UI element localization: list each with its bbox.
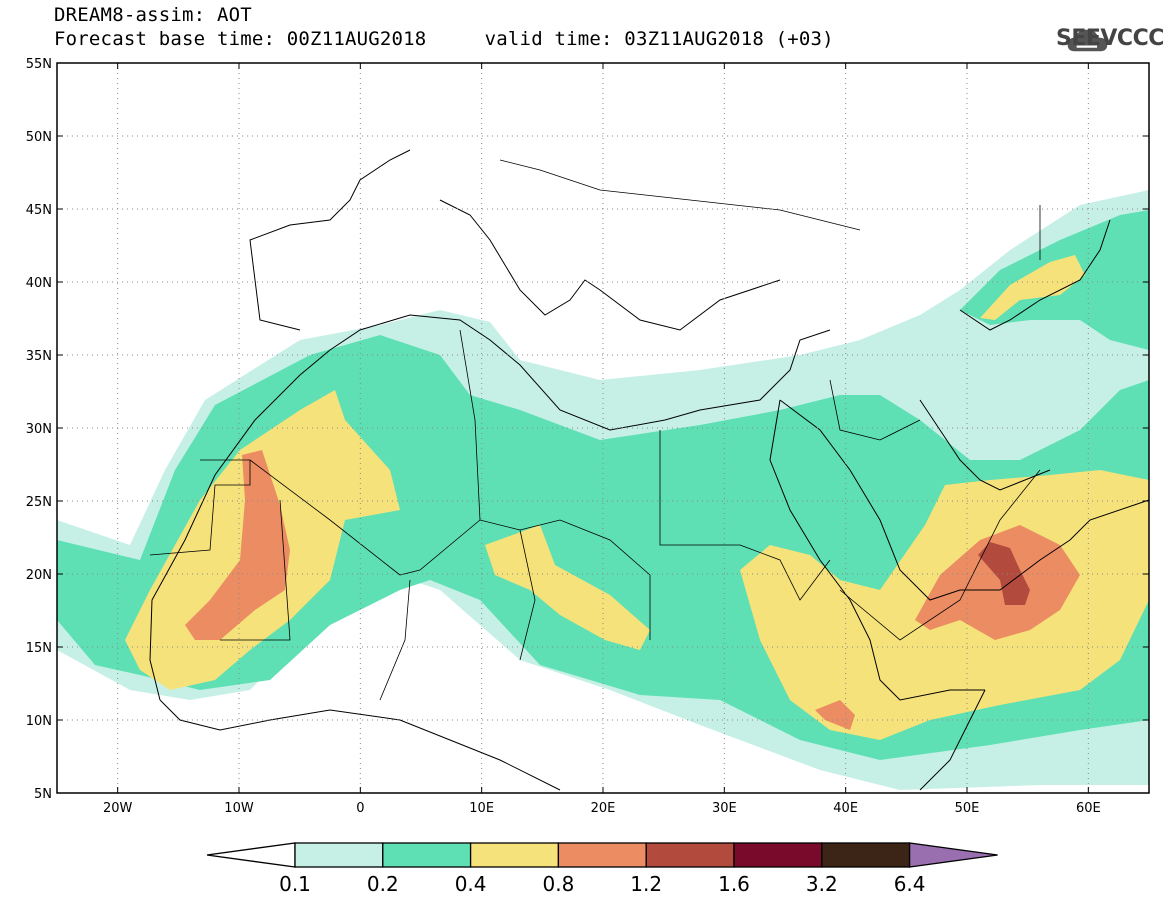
y-tick-label: 45N [26, 203, 52, 218]
colorbar-label: 0.4 [455, 872, 487, 896]
colorbar-arrow-low [206, 842, 296, 868]
y-tick-label: 40N [26, 276, 52, 291]
x-tick-label: 60E [1076, 801, 1101, 816]
map-subtitle: Forecast base time: 00Z11AUG2018 valid t… [54, 28, 834, 50]
y-tick-label: 30N [26, 422, 52, 437]
aot-contour-0.8-west [185, 450, 290, 640]
colorbar-segment [733, 842, 823, 868]
colorbar-label: 0.8 [542, 872, 574, 896]
colorbar-segment [821, 842, 911, 868]
map-title: DREAM8-assim: AOT [54, 4, 252, 26]
political-borders [149, 159, 1041, 701]
colorbar-segment [469, 842, 560, 868]
x-tick-label: 50E [955, 801, 980, 816]
aot-contour-0.8-east [915, 525, 1080, 640]
colorbar: 0.1 0.2 0.4 0.8 1.2 1.6 3.2 6.4 [206, 842, 998, 896]
aot-contour-0.8-ethiopia [815, 700, 855, 730]
colorbar-label: 1.6 [718, 872, 750, 896]
colorbar-segment [557, 842, 647, 868]
y-tick-label: 50N [26, 130, 52, 145]
colorbar-label: 0.1 [279, 872, 311, 896]
aot-contour-1.2-east [978, 542, 1030, 605]
colorbar-segment [294, 842, 384, 868]
y-tick-label: 15N [26, 641, 52, 656]
colorbar-segment [645, 842, 735, 868]
x-tick-label: 20E [591, 801, 616, 816]
colorbar-label: 3.2 [806, 872, 838, 896]
colorbar-label: 0.2 [367, 872, 399, 896]
y-tick-label: 5N [34, 787, 52, 802]
x-tick-label: 0 [356, 801, 364, 816]
cloud-logo-icon [1067, 29, 1108, 52]
y-tick-label: 20N [26, 568, 52, 583]
y-tick-label: 35N [26, 349, 52, 364]
aot-contour-0.4-caspian [980, 255, 1085, 320]
y-tick-label: 55N [26, 57, 52, 72]
x-tick-label: 40E [833, 801, 858, 816]
aot-field [57, 190, 1149, 790]
aot-contour-0.4-central [485, 525, 650, 650]
x-tick-label: 20W [103, 801, 133, 816]
y-tick-label: 25N [26, 495, 52, 510]
x-tick-label: 30E [712, 801, 737, 816]
logo-text: SEEVCCC [1056, 26, 1164, 51]
axis-ticks: 20W 10W 0 10E 20E 30E 40E 50E 60E 55N 50N 45N 40N 35N… [26, 57, 1149, 816]
colorbar-segment [382, 842, 472, 868]
y-tick-label: 10N [26, 714, 52, 729]
coastlines [149, 149, 1149, 791]
x-tick-label: 10W [224, 801, 254, 816]
map-grid [57, 63, 1149, 793]
colorbar-label: 1.2 [630, 872, 662, 896]
colorbar-arrow-high [908, 842, 998, 868]
x-tick-label: 10E [469, 801, 494, 816]
colorbar-label: 6.4 [894, 872, 926, 896]
